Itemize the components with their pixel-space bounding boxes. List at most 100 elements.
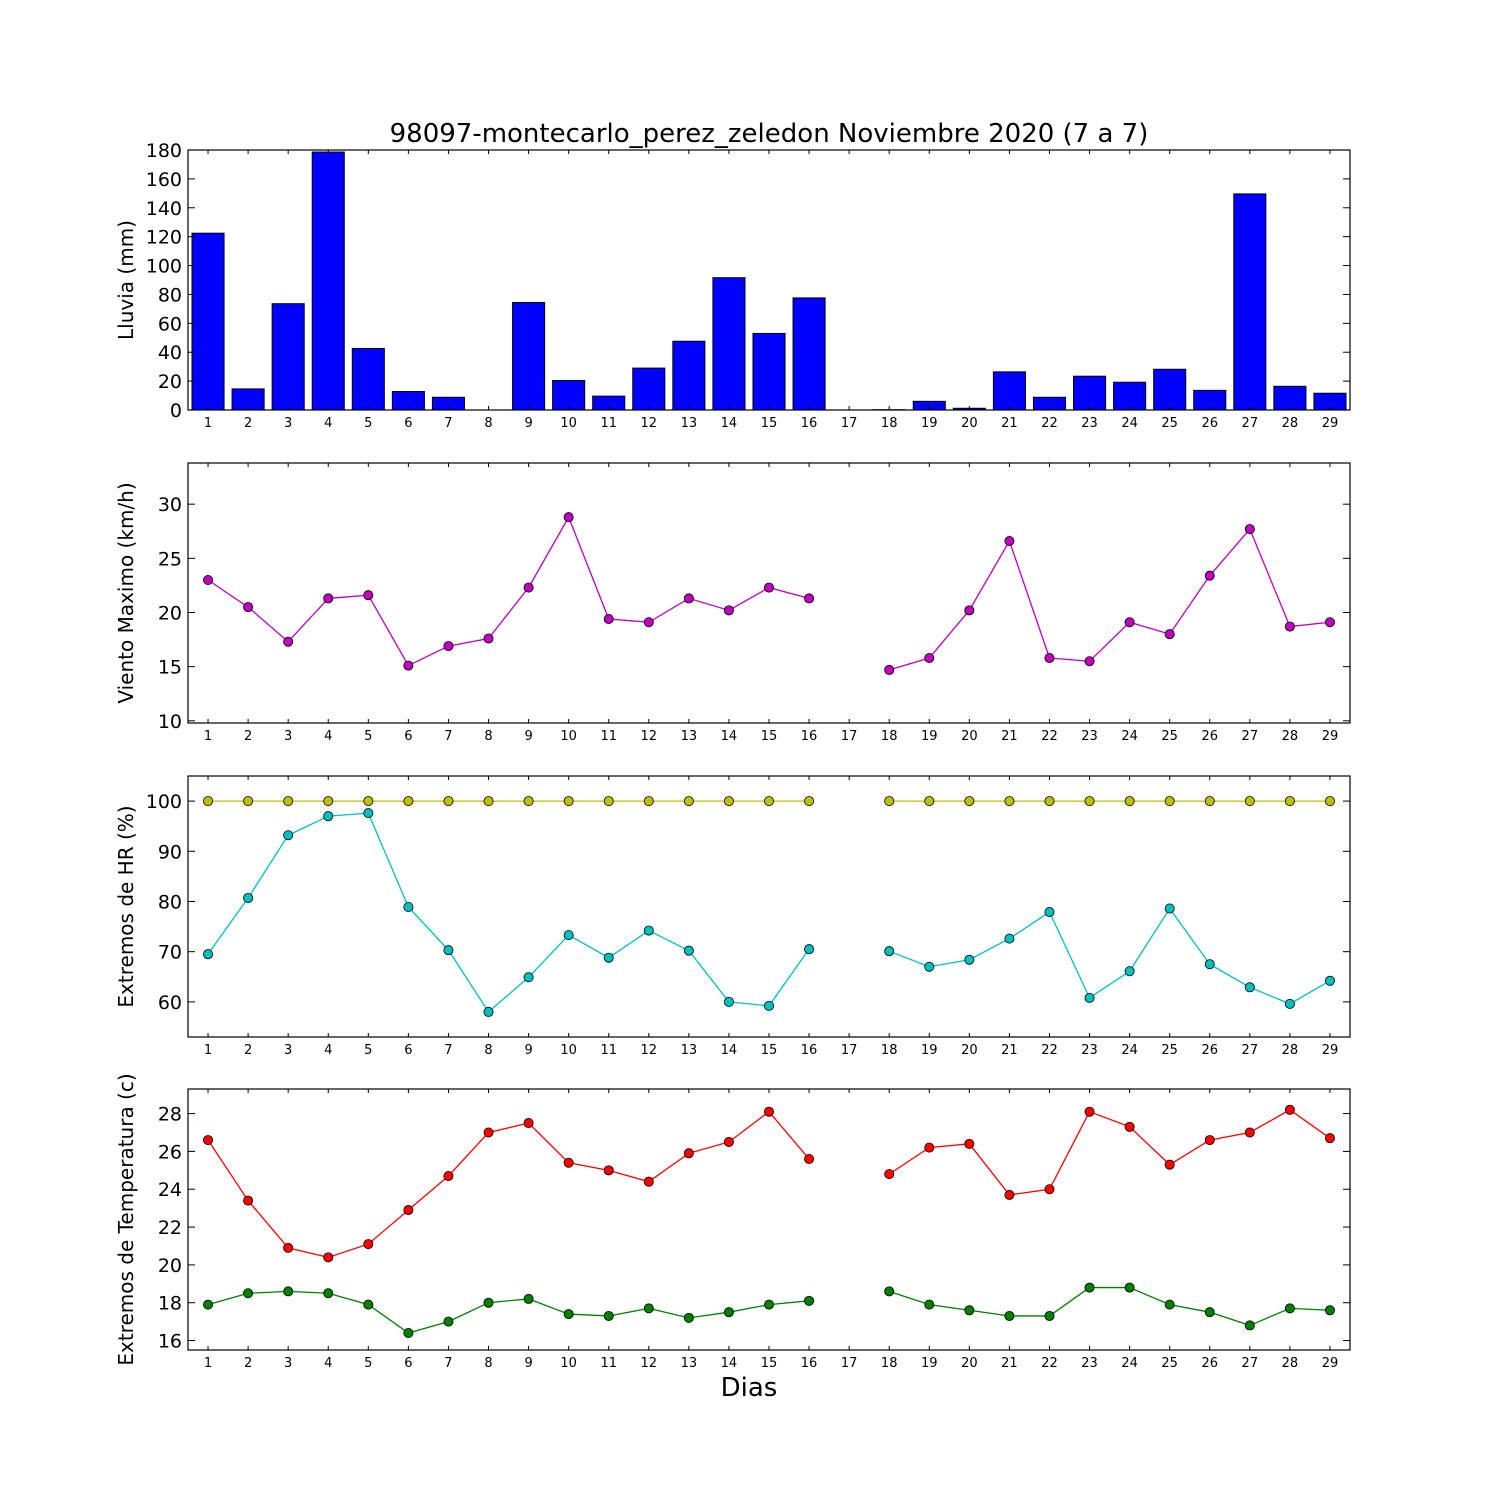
x-tick-label: 15 xyxy=(761,729,778,744)
data-point xyxy=(1124,1282,1135,1293)
data-point xyxy=(1284,998,1295,1009)
x-tick-label: 20 xyxy=(961,1356,978,1371)
series-0 xyxy=(203,1104,1335,1263)
data-point xyxy=(1084,656,1095,667)
data-point xyxy=(1324,975,1335,986)
y-tick-label: 90 xyxy=(158,841,182,863)
x-tick-label: 16 xyxy=(801,1043,818,1058)
y-tick-label: 40 xyxy=(158,342,182,364)
x-tick-label: 27 xyxy=(1242,1043,1259,1058)
y-tick-label: 20 xyxy=(158,603,182,625)
bar xyxy=(712,277,746,411)
panel-temperatura: Extremos de Temperatura (c)Dias161820222… xyxy=(114,1073,1351,1403)
data-point xyxy=(1244,1320,1255,1331)
panel-lluvia: 98097-montecarlo_perez_zeledon Noviembre… xyxy=(114,119,1351,431)
data-point xyxy=(283,830,294,841)
x-tick-label: 26 xyxy=(1201,416,1218,431)
x-tick-label: 20 xyxy=(961,1043,978,1058)
x-tick-label: 14 xyxy=(721,416,738,431)
data-point xyxy=(483,1297,494,1308)
x-tick-label: 12 xyxy=(641,1043,658,1058)
x-tick-label: 27 xyxy=(1242,729,1259,744)
data-point xyxy=(1044,653,1055,664)
data-point xyxy=(1084,1282,1095,1293)
x-tick-label: 12 xyxy=(641,1356,658,1371)
series-1 xyxy=(203,808,1335,1017)
x-tick-label: 9 xyxy=(524,729,532,744)
x-tick-label: 6 xyxy=(404,729,412,744)
series-line xyxy=(888,1109,1331,1196)
y-tick-label: 80 xyxy=(158,891,182,913)
x-tick-label: 19 xyxy=(921,1043,938,1058)
x-tick-label: 23 xyxy=(1081,416,1098,431)
data-point xyxy=(764,796,775,807)
x-tick-label: 21 xyxy=(1001,729,1018,744)
data-point xyxy=(603,796,614,807)
data-point xyxy=(363,808,374,819)
data-point xyxy=(243,1195,254,1206)
x-tick-label: 10 xyxy=(560,729,577,744)
x-tick-label: 19 xyxy=(921,729,938,744)
data-point xyxy=(764,1299,775,1310)
x-tick-label: 9 xyxy=(524,416,532,431)
x-tick-label: 2 xyxy=(244,416,252,431)
data-point xyxy=(523,1118,534,1129)
y-axis-label: Lluvia (mm) xyxy=(114,220,138,340)
x-tick-label: 4 xyxy=(324,729,332,744)
x-tick-label: 25 xyxy=(1161,1043,1178,1058)
data-point xyxy=(1204,1307,1215,1318)
bar xyxy=(1153,368,1187,411)
bar xyxy=(752,332,786,411)
data-point xyxy=(443,1171,454,1182)
data-point xyxy=(203,949,214,960)
data-point xyxy=(483,633,494,644)
x-tick-label: 15 xyxy=(761,1356,778,1371)
x-tick-label: 14 xyxy=(721,1043,738,1058)
data-point xyxy=(683,593,694,604)
x-tick-label: 15 xyxy=(761,1043,778,1058)
x-tick-label: 13 xyxy=(681,729,698,744)
x-tick-label: 4 xyxy=(324,416,332,431)
x-tick-label: 29 xyxy=(1322,729,1339,744)
data-point xyxy=(964,1305,975,1316)
plot-frame xyxy=(187,462,1351,724)
x-tick-label: 18 xyxy=(881,729,898,744)
data-point xyxy=(643,1303,654,1314)
data-point xyxy=(1124,796,1135,807)
x-tick-label: 2 xyxy=(244,1356,252,1371)
data-point xyxy=(1124,617,1135,628)
data-point xyxy=(1204,1135,1215,1146)
data-point xyxy=(804,1153,815,1164)
data-point xyxy=(323,796,334,807)
data-point xyxy=(643,617,654,628)
bar xyxy=(992,371,1026,411)
data-point xyxy=(1004,536,1015,547)
data-point xyxy=(323,1252,334,1263)
y-tick-label: 20 xyxy=(158,1255,182,1277)
data-point xyxy=(1324,796,1335,807)
x-tick-label: 11 xyxy=(600,1356,617,1371)
data-point xyxy=(804,796,815,807)
x-tick-label: 17 xyxy=(841,1356,858,1371)
data-point xyxy=(323,593,334,604)
x-tick-label: 11 xyxy=(600,1043,617,1058)
x-tick-label: 24 xyxy=(1121,1043,1138,1058)
bar xyxy=(552,380,586,411)
x-tick-label: 28 xyxy=(1282,1043,1299,1058)
data-point xyxy=(563,930,574,941)
y-tick-label: 70 xyxy=(158,942,182,964)
series-line xyxy=(888,907,1331,1005)
series-1 xyxy=(203,1282,1335,1338)
data-point xyxy=(1324,617,1335,628)
x-tick-label: 18 xyxy=(881,1356,898,1371)
data-point xyxy=(323,1288,334,1299)
x-tick-label: 10 xyxy=(560,416,577,431)
x-tick-label: 6 xyxy=(404,416,412,431)
x-tick-label: 18 xyxy=(881,416,898,431)
x-tick-label: 22 xyxy=(1041,1356,1058,1371)
x-tick-label: 12 xyxy=(641,416,658,431)
y-tick-label: 60 xyxy=(158,992,182,1014)
x-tick-label: 16 xyxy=(801,729,818,744)
x-tick-label: 25 xyxy=(1161,1356,1178,1371)
